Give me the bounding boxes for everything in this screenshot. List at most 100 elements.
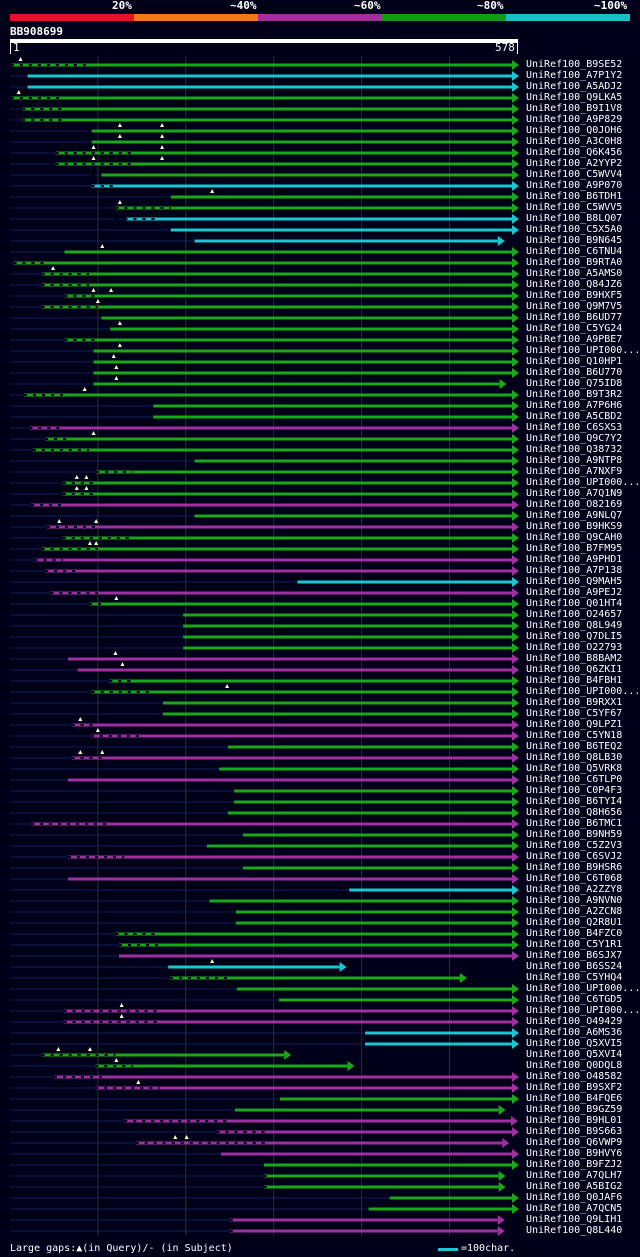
hit-label[interactable]: UniRef100_B7FM95 <box>526 543 623 554</box>
hit-label[interactable]: UniRef100_A9P070 <box>526 180 623 191</box>
hit-label[interactable]: UniRef100_Q9LPZ1 <box>526 719 623 730</box>
hit-label[interactable]: UniRef100_Q8LB30 <box>526 752 623 763</box>
hit-label[interactable]: UniRef100_A7P1Y2 <box>526 70 623 81</box>
hit-label[interactable]: UniRef100_O24657 <box>526 609 623 620</box>
hit-label[interactable]: UniRef100_A7NXF9 <box>526 466 623 477</box>
hit-label[interactable]: UniRef100_B4FBH1 <box>526 675 623 686</box>
hit-label[interactable]: UniRef100_A7Q1N9 <box>526 488 623 499</box>
hit-label[interactable]: UniRef100_B8LQ07 <box>526 213 623 224</box>
hit-label[interactable]: UniRef100_O49429 <box>526 1016 623 1027</box>
hit-label[interactable]: UniRef100_A9NVN0 <box>526 895 623 906</box>
hit-label[interactable]: UniRef100_B6TEQ2 <box>526 741 623 752</box>
hit-label[interactable]: UniRef100_Q0JAF6 <box>526 1192 623 1203</box>
hit-label[interactable]: UniRef100_UPI000... <box>526 983 640 994</box>
hit-label[interactable]: UniRef100_Q84JZ6 <box>526 279 623 290</box>
hit-label[interactable]: UniRef100_UPI000... <box>526 477 640 488</box>
hit-label[interactable]: UniRef100_C5WVV5 <box>526 202 623 213</box>
hit-label[interactable]: UniRef100_Q6K456 <box>526 147 623 158</box>
hit-label[interactable]: UniRef100_B4FZC0 <box>526 928 623 939</box>
hit-label[interactable]: UniRef100_A6MS36 <box>526 1027 623 1038</box>
hit-label[interactable]: UniRef100_C5Z2V3 <box>526 840 623 851</box>
hit-label[interactable]: UniRef100_C5YN18 <box>526 730 623 741</box>
hit-label[interactable]: UniRef100_B9SXF2 <box>526 1082 623 1093</box>
hit-label[interactable]: UniRef100_C5X5A0 <box>526 224 623 235</box>
hit-label[interactable]: UniRef100_A5ADJ2 <box>526 81 623 92</box>
hit-label[interactable]: UniRef100_A9NLQ7 <box>526 510 623 521</box>
hit-label[interactable]: UniRef100_A7P6H6 <box>526 400 623 411</box>
hit-label[interactable]: UniRef100_C5Y1R1 <box>526 939 623 950</box>
hit-label[interactable]: UniRef100_Q9MAH5 <box>526 576 623 587</box>
hit-label[interactable]: UniRef100_B9RTA0 <box>526 257 623 268</box>
hit-label[interactable]: UniRef100_Q9C7Y2 <box>526 433 623 444</box>
hit-label[interactable]: UniRef100_B6SJX7 <box>526 950 623 961</box>
hit-label[interactable]: UniRef100_O22793 <box>526 642 623 653</box>
hit-label[interactable]: UniRef100_A7P138 <box>526 565 623 576</box>
hit-label[interactable]: UniRef100_C6SVJ2 <box>526 851 623 862</box>
hit-label[interactable]: UniRef100_A9PBE7 <box>526 334 623 345</box>
hit-label[interactable]: UniRef100_B9HVY6 <box>526 1148 623 1159</box>
hit-label[interactable]: UniRef100_C5YG24 <box>526 323 623 334</box>
hit-label[interactable]: UniRef100_B6TDH1 <box>526 191 623 202</box>
hit-label[interactable]: UniRef100_O48582 <box>526 1071 623 1082</box>
hit-label[interactable]: UniRef100_Q5VRK8 <box>526 763 623 774</box>
hit-label[interactable]: UniRef100_C5YHQ4 <box>526 972 623 983</box>
hit-label[interactable]: UniRef100_Q8L949 <box>526 620 623 631</box>
hit-label[interactable]: UniRef100_B4FQE6 <box>526 1093 623 1104</box>
hit-label[interactable]: UniRef100_Q5XVI4 <box>526 1049 623 1060</box>
hit-label[interactable]: UniRef100_A7QCN5 <box>526 1203 623 1214</box>
hit-label[interactable]: UniRef100_B9T3R2 <box>526 389 623 400</box>
hit-label[interactable]: UniRef100_B9N645 <box>526 235 623 246</box>
hit-label[interactable]: UniRef100_Q5XVI5 <box>526 1038 623 1049</box>
hit-label[interactable]: UniRef100_Q9CAH0 <box>526 532 623 543</box>
hit-label[interactable]: UniRef100_A9PHD1 <box>526 554 623 565</box>
hit-label[interactable]: UniRef100_B6SS24 <box>526 961 623 972</box>
hit-label[interactable]: UniRef100_A2ZCN8 <box>526 906 623 917</box>
hit-label[interactable]: UniRef100_Q7DLI5 <box>526 631 623 642</box>
hit-label[interactable]: UniRef100_C6TGD5 <box>526 994 623 1005</box>
hit-label[interactable]: UniRef100_C5YF67 <box>526 708 623 719</box>
hit-label[interactable]: UniRef100_Q9LKA5 <box>526 92 623 103</box>
hit-label[interactable]: UniRef100_A9PEJ2 <box>526 587 623 598</box>
hit-label[interactable]: UniRef100_B9NH59 <box>526 829 623 840</box>
hit-label[interactable]: UniRef100_UPI000... <box>526 345 640 356</box>
hit-label[interactable]: UniRef100_B6UD77 <box>526 312 623 323</box>
hit-label[interactable]: UniRef100_B6TYI4 <box>526 796 623 807</box>
hit-label[interactable]: UniRef100_B6TMC1 <box>526 818 623 829</box>
hit-label[interactable]: UniRef100_Q8L440 <box>526 1225 623 1236</box>
hit-label[interactable]: UniRef100_A9NTP8 <box>526 455 623 466</box>
hit-label[interactable]: UniRef100_O82169 <box>526 499 623 510</box>
hit-label[interactable]: UniRef100_B9HKS9 <box>526 521 623 532</box>
hit-label[interactable]: UniRef100_Q38732 <box>526 444 623 455</box>
hit-label[interactable]: UniRef100_B9SE52 <box>526 59 623 70</box>
hit-label[interactable]: UniRef100_B9FZJ2 <box>526 1159 623 1170</box>
hit-label[interactable]: UniRef100_B9HXF5 <box>526 290 623 301</box>
hit-label[interactable]: UniRef100_B9S663 <box>526 1126 623 1137</box>
hit-label[interactable]: UniRef100_Q6ZKI1 <box>526 664 623 675</box>
hit-label[interactable]: UniRef100_B9HL01 <box>526 1115 623 1126</box>
hit-label[interactable]: UniRef100_C6T068 <box>526 873 623 884</box>
hit-label[interactable]: UniRef100_B8BAM2 <box>526 653 623 664</box>
hit-label[interactable]: UniRef100_C6TLP0 <box>526 774 623 785</box>
hit-label[interactable]: UniRef100_B6U770 <box>526 367 623 378</box>
hit-label[interactable]: UniRef100_A5CBD2 <box>526 411 623 422</box>
hit-label[interactable]: UniRef100_Q01HT4 <box>526 598 623 609</box>
hit-label[interactable]: UniRef100_Q9LIH1 <box>526 1214 623 1225</box>
hit-label[interactable]: UniRef100_Q75ID8 <box>526 378 623 389</box>
hit-label[interactable]: UniRef100_UPI000... <box>526 1005 640 1016</box>
hit-label[interactable]: UniRef100_A9P829 <box>526 114 623 125</box>
hit-label[interactable]: UniRef100_Q10HP1 <box>526 356 623 367</box>
hit-label[interactable]: UniRef100_A5BIG2 <box>526 1181 623 1192</box>
hit-label[interactable]: UniRef100_A2YYP2 <box>526 158 623 169</box>
hit-label[interactable]: UniRef100_Q8H656 <box>526 807 623 818</box>
hit-label[interactable]: UniRef100_Q9M7V5 <box>526 301 623 312</box>
hit-label[interactable]: UniRef100_C6TNU4 <box>526 246 623 257</box>
hit-label[interactable]: UniRef100_B9HSR6 <box>526 862 623 873</box>
hit-label[interactable]: UniRef100_A7QLH7 <box>526 1170 623 1181</box>
hit-label[interactable]: UniRef100_Q6VWP9 <box>526 1137 623 1148</box>
hit-label[interactable]: UniRef100_A3C0H8 <box>526 136 623 147</box>
hit-label[interactable]: UniRef100_Q0DQL8 <box>526 1060 623 1071</box>
hit-label[interactable]: UniRef100_Q2R8U1 <box>526 917 623 928</box>
hit-label[interactable]: UniRef100_B9GZ59 <box>526 1104 623 1115</box>
hit-label[interactable]: UniRef100_A5AMS0 <box>526 268 623 279</box>
hit-label[interactable]: UniRef100_C0P4F3 <box>526 785 623 796</box>
